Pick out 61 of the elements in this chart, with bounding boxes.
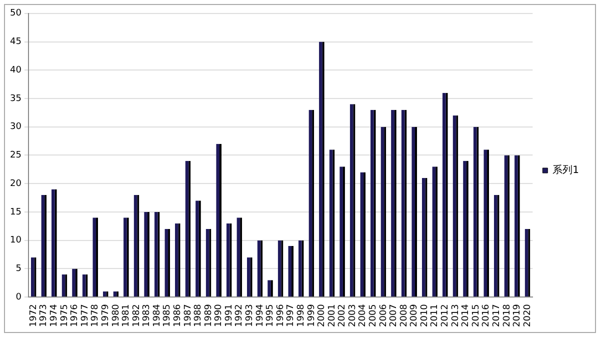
x-tick-label: 2009 xyxy=(410,304,420,327)
x-tick-label: 2015 xyxy=(471,304,482,327)
x-tick-label: 2019 xyxy=(512,304,523,327)
y-tick-label: 20 xyxy=(10,178,22,189)
y-tick-label: 15 xyxy=(10,207,22,218)
x-tick-label: 1986 xyxy=(172,304,183,327)
x-tick-label: 1984 xyxy=(152,304,162,327)
x-tick-label: 2011 xyxy=(430,304,440,327)
x-tick-label: 1977 xyxy=(80,304,90,327)
x-tick-label: 1975 xyxy=(60,304,70,327)
x-tick-label: 2002 xyxy=(338,304,348,327)
x-tick-label: 1981 xyxy=(122,304,132,327)
x-tick-label: 1997 xyxy=(286,304,296,327)
x-tick-label: 1972 xyxy=(28,304,39,327)
y-tick-label: 35 xyxy=(10,94,22,104)
x-tick-label: 1985 xyxy=(162,304,173,327)
x-tick-label: 1992 xyxy=(234,304,245,327)
x-tick-label: 1991 xyxy=(224,304,234,327)
x-tick-label: 1993 xyxy=(245,304,256,327)
x-tick-label: 2014 xyxy=(461,304,472,327)
x-tick-label: 1983 xyxy=(142,304,152,327)
x-tick-label: 1982 xyxy=(132,304,142,327)
x-tick-label: 2020 xyxy=(522,304,533,327)
x-tick-label: 2018 xyxy=(502,304,512,327)
x-tick-label: 1976 xyxy=(70,304,80,327)
x-tick-label: 1994 xyxy=(255,304,266,327)
x-tick-label: 1989 xyxy=(204,304,214,327)
y-tick-label: 30 xyxy=(10,122,22,132)
x-tick-label: 1980 xyxy=(111,304,122,327)
y-tick-label: 50 xyxy=(10,8,22,19)
x-tick-label: 1996 xyxy=(276,304,286,327)
y-tick-label: 25 xyxy=(10,150,22,161)
y-tick-label: 40 xyxy=(10,65,22,76)
y-tick-label: 10 xyxy=(10,236,22,246)
x-tick-label: 1987 xyxy=(183,304,194,327)
x-tick-label: 1973 xyxy=(39,304,50,327)
x-tick-label: 2005 xyxy=(368,304,378,327)
x-tick-label: 2000 xyxy=(317,304,328,327)
x-tick-label: 2012 xyxy=(440,304,451,327)
x-tick-label: 2010 xyxy=(420,304,430,327)
x-tick-label: 1998 xyxy=(296,304,306,327)
x-tick-label: 1990 xyxy=(214,304,224,327)
x-tick-label: 1999 xyxy=(306,304,317,327)
x-tick-label: 2007 xyxy=(389,304,400,327)
legend-label: 系列1 xyxy=(552,164,580,176)
x-tick-label: 1974 xyxy=(50,304,60,327)
x-tick-label: 2001 xyxy=(327,304,338,327)
y-tick-label: 0 xyxy=(16,292,22,302)
x-tick-label: 1988 xyxy=(194,304,204,327)
y-tick-label: 5 xyxy=(16,264,22,274)
x-tick-label: 1979 xyxy=(100,304,111,327)
x-tick-label: 2004 xyxy=(358,304,368,327)
x-tick-label: 2006 xyxy=(378,304,389,327)
x-tick-label: 1995 xyxy=(266,304,276,327)
x-tick-label: 2017 xyxy=(492,304,502,327)
y-tick-label: 45 xyxy=(10,37,22,48)
x-tick-label: 2013 xyxy=(450,304,461,327)
x-tick-label: 2008 xyxy=(399,304,410,327)
x-tick-label: 2003 xyxy=(348,304,358,327)
x-tick-label: 1978 xyxy=(90,304,101,327)
x-tick-label: 2016 xyxy=(482,304,492,327)
